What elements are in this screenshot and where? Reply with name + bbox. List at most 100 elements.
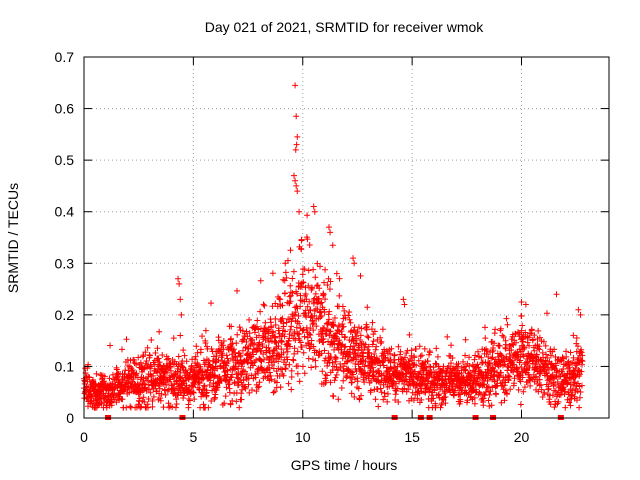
data-point xyxy=(300,279,307,286)
data-point xyxy=(503,315,510,322)
data-point xyxy=(405,386,412,393)
data-point xyxy=(233,398,240,405)
data-point xyxy=(220,342,227,349)
data-point xyxy=(288,323,295,330)
data-point xyxy=(339,303,346,310)
data-point xyxy=(102,392,109,399)
data-point xyxy=(156,385,163,392)
data-point xyxy=(357,337,364,344)
y-tick-label: 0 xyxy=(66,410,74,426)
data-point xyxy=(149,403,156,410)
data-point xyxy=(150,372,157,379)
data-point xyxy=(284,348,291,355)
data-point xyxy=(333,371,340,378)
data-point xyxy=(450,378,457,385)
data-point xyxy=(491,340,498,347)
data-point xyxy=(291,350,298,357)
data-point xyxy=(482,335,489,342)
data-point xyxy=(294,290,301,297)
data-point xyxy=(377,385,384,392)
data-point xyxy=(325,319,332,326)
data-point xyxy=(378,338,385,345)
data-point xyxy=(539,393,546,400)
data-point xyxy=(378,389,385,396)
data-point xyxy=(410,397,417,404)
data-point xyxy=(190,389,197,396)
data-point xyxy=(310,319,317,326)
data-point xyxy=(177,296,184,303)
data-point xyxy=(142,349,149,356)
data-point xyxy=(490,347,497,354)
data-point xyxy=(179,384,186,391)
data-point xyxy=(229,351,236,358)
data-point xyxy=(474,361,481,368)
data-point xyxy=(256,379,263,386)
chart-title: Day 021 of 2021, SRMTID for receiver wmo… xyxy=(205,19,485,35)
data-point xyxy=(497,325,504,332)
data-point xyxy=(293,141,300,148)
data-point xyxy=(576,394,583,401)
data-point xyxy=(350,255,357,262)
data-point xyxy=(391,352,398,359)
data-point xyxy=(341,344,348,351)
data-point xyxy=(269,332,276,339)
data-point xyxy=(417,353,424,360)
data-point xyxy=(304,236,311,243)
data-point xyxy=(163,381,170,388)
data-point xyxy=(311,208,318,215)
data-point xyxy=(157,362,164,369)
data-point xyxy=(304,212,311,219)
data-point xyxy=(466,362,473,369)
data-point xyxy=(553,362,560,369)
data-point xyxy=(185,401,192,408)
data-point xyxy=(202,340,209,347)
data-point xyxy=(299,363,306,370)
data-point xyxy=(350,371,357,378)
data-point xyxy=(246,316,253,323)
data-point xyxy=(282,269,289,276)
data-point xyxy=(450,392,457,399)
data-point xyxy=(126,380,133,387)
data-point xyxy=(241,384,248,391)
data-point xyxy=(303,296,310,303)
data-point xyxy=(268,324,275,331)
data-point xyxy=(288,386,295,393)
data-point xyxy=(200,391,207,398)
data-point xyxy=(311,312,318,319)
data-point xyxy=(521,344,528,351)
data-point xyxy=(129,367,136,374)
data-point xyxy=(278,346,285,353)
data-point xyxy=(533,351,540,358)
data-point xyxy=(132,360,139,367)
plot-frame xyxy=(83,56,610,419)
data-point xyxy=(395,398,402,405)
data-point xyxy=(297,303,304,310)
data-point xyxy=(193,343,200,350)
data-point xyxy=(303,313,310,320)
data-point xyxy=(309,356,316,363)
data-point xyxy=(545,385,552,392)
data-point xyxy=(157,397,164,404)
data-point xyxy=(299,271,306,278)
data-point xyxy=(286,293,293,300)
data-point xyxy=(235,369,242,376)
data-point xyxy=(207,377,214,384)
data-point xyxy=(433,345,440,352)
data-point xyxy=(234,331,241,338)
data-point xyxy=(158,390,165,397)
data-point xyxy=(154,345,161,352)
data-point xyxy=(295,330,302,337)
data-point xyxy=(578,382,585,389)
data-point xyxy=(566,364,573,371)
data-point xyxy=(416,343,423,350)
data-point xyxy=(247,354,254,361)
data-point xyxy=(124,356,131,363)
data-point xyxy=(322,266,329,273)
data-point xyxy=(430,395,437,402)
data-point xyxy=(267,372,274,379)
data-point xyxy=(275,325,282,332)
data-point xyxy=(499,362,506,369)
data-point xyxy=(575,367,582,374)
data-point xyxy=(244,359,251,366)
data-point xyxy=(202,327,209,334)
